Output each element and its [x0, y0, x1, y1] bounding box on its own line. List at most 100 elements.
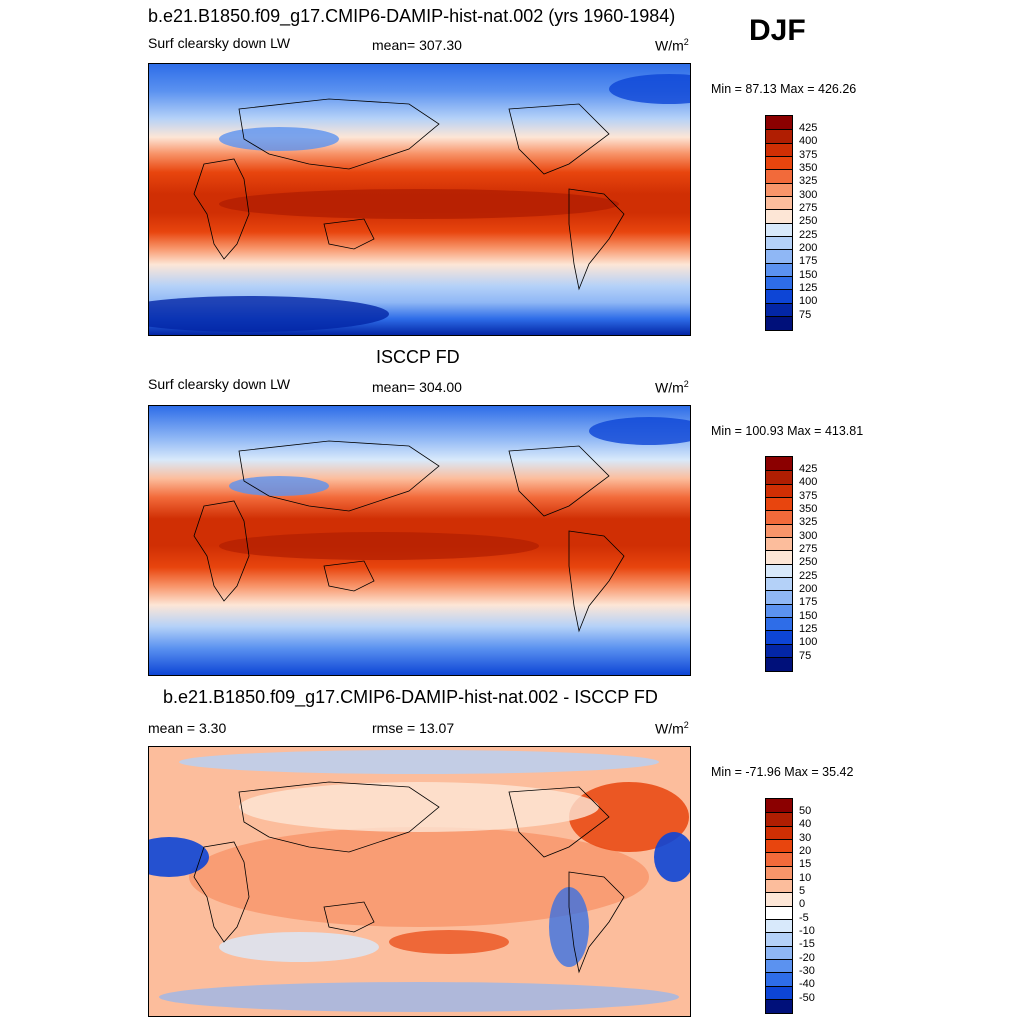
colorbar-swatch	[766, 550, 792, 564]
panel-1-units: W/m2	[655, 37, 689, 54]
panel-2-colorbar-swatches	[765, 456, 793, 672]
panel-1-colorbar-swatches	[765, 115, 793, 331]
colorbar-tick-label: 250	[799, 215, 818, 228]
colorbar-swatch	[766, 825, 792, 840]
colorbar-tick-label: 40	[799, 818, 812, 831]
colorbar-tick-label: 250	[799, 556, 818, 569]
panel-2-mean-label: mean= 304.00	[372, 379, 462, 395]
colorbar-swatch	[766, 799, 792, 813]
colorbar-swatch	[766, 457, 792, 471]
colorbar-swatch	[766, 617, 792, 631]
colorbar-tick-label: -30	[799, 965, 815, 978]
colorbar-swatch	[766, 879, 792, 893]
panel-3-colorbar-swatches	[765, 798, 793, 1014]
colorbar-swatch	[766, 563, 792, 578]
colorbar-swatch	[766, 302, 792, 317]
colorbar-swatch	[766, 276, 792, 290]
colorbar-tick-label: 150	[799, 268, 818, 281]
colorbar-tick-label: 175	[799, 596, 818, 609]
colorbar-tick-label: 175	[799, 255, 818, 268]
colorbar-swatch	[766, 249, 792, 263]
colorbar-tick-label: 425	[799, 121, 818, 134]
panel-1-map	[148, 63, 691, 336]
panel-3-map-svg	[149, 747, 690, 1016]
colorbar-tick-label: 300	[799, 529, 818, 542]
panel-3-rmse-label: rmse = 13.07	[372, 720, 455, 736]
colorbar-tick-label: 225	[799, 228, 818, 241]
colorbar-tick-label: 200	[799, 583, 818, 595]
colorbar-swatch	[766, 236, 792, 250]
colorbar-tick-label: 375	[799, 148, 818, 161]
panel-2-minmax: Min = 100.93 Max = 413.81	[711, 424, 864, 438]
colorbar-swatch	[766, 630, 792, 644]
colorbar-swatch	[766, 657, 792, 671]
colorbar-tick-label: 20	[799, 844, 812, 857]
colorbar-tick-label: 50	[799, 804, 812, 817]
colorbar-tick-label: 75	[799, 649, 812, 662]
colorbar-swatch	[766, 852, 792, 866]
colorbar-tick-label: 275	[799, 542, 818, 555]
colorbar-tick-label: -50	[799, 991, 815, 1004]
panel-3-minmax: Min = -71.96 Max = 35.42	[711, 765, 854, 779]
panel-1-variable-label: Surf clearsky down LW	[148, 35, 291, 51]
colorbar-tick-label: 375	[799, 489, 818, 502]
colorbar-swatch	[766, 892, 792, 906]
colorbar-tick-label: 350	[799, 502, 818, 515]
panel-3-map	[148, 746, 691, 1017]
colorbar-tick-label: 150	[799, 609, 818, 622]
colorbar-swatch	[766, 222, 792, 237]
colorbar-swatch	[766, 812, 792, 826]
colorbar-tick-label: 15	[799, 858, 812, 871]
colorbar-swatch	[766, 865, 792, 880]
colorbar-swatch	[766, 999, 792, 1013]
panel-2-variable-label: Surf clearsky down LW	[148, 376, 291, 392]
colorbar-tick-label: 300	[799, 188, 818, 201]
colorbar-tick-label: 0	[799, 898, 806, 911]
colorbar-tick-label: 100	[799, 636, 818, 649]
panel-3-mean-label: mean = 3.30	[148, 720, 227, 736]
colorbar-tick-label: -5	[799, 911, 809, 924]
colorbar-tick-label: -40	[799, 978, 815, 991]
colorbar-swatch	[766, 985, 792, 1000]
colorbar-swatch	[766, 972, 792, 986]
colorbar-swatch	[766, 510, 792, 524]
colorbar-tick-label: 350	[799, 161, 818, 174]
colorbar-tick-label: 275	[799, 201, 818, 214]
colorbar-swatch	[766, 577, 792, 591]
colorbar-tick-label: 325	[799, 175, 818, 188]
colorbar-swatch	[766, 523, 792, 538]
colorbar-swatch	[766, 142, 792, 157]
colorbar-tick-label: -20	[799, 951, 815, 964]
colorbar-swatch	[766, 262, 792, 277]
panel-1-title: b.e21.B1850.f09_g17.CMIP6-DAMIP-hist-nat…	[148, 6, 676, 26]
colorbar-swatch	[766, 537, 792, 551]
colorbar-tick-label: -15	[799, 938, 815, 951]
colorbar-tick-label: 325	[799, 516, 818, 529]
colorbar-swatch	[766, 196, 792, 210]
colorbar-swatch	[766, 209, 792, 223]
panel-2-units: W/m2	[655, 379, 689, 396]
colorbar-tick-label: 125	[799, 623, 818, 636]
panel-1-mean-label: mean= 307.30	[372, 37, 462, 53]
colorbar-swatch	[766, 905, 792, 920]
season-label: DJF	[749, 14, 806, 47]
colorbar-tick-label: 125	[799, 282, 818, 295]
panel-1-minmax: Min = 87.13 Max = 426.26	[711, 82, 857, 96]
colorbar-tick-label: -10	[799, 925, 815, 937]
colorbar-swatch	[766, 182, 792, 197]
colorbar-tick-label: 5	[799, 884, 806, 897]
colorbar-tick-label: 400	[799, 135, 818, 148]
colorbar-swatch	[766, 603, 792, 618]
panel-2-map-svg	[149, 406, 690, 675]
colorbar-tick-label: 100	[799, 295, 818, 308]
colorbar-swatch	[766, 932, 792, 946]
colorbar-tick-label: 75	[799, 308, 812, 321]
colorbar-swatch	[766, 497, 792, 511]
panel-1-map-svg	[149, 64, 690, 335]
colorbar-swatch	[766, 959, 792, 973]
colorbar-swatch	[766, 590, 792, 604]
colorbar-tick-label: 400	[799, 476, 818, 489]
panel-3-units: W/m2	[655, 720, 689, 737]
colorbar-tick-label: 200	[799, 242, 818, 254]
panel-3-title: b.e21.B1850.f09_g17.CMIP6-DAMIP-hist-nat…	[163, 687, 658, 707]
